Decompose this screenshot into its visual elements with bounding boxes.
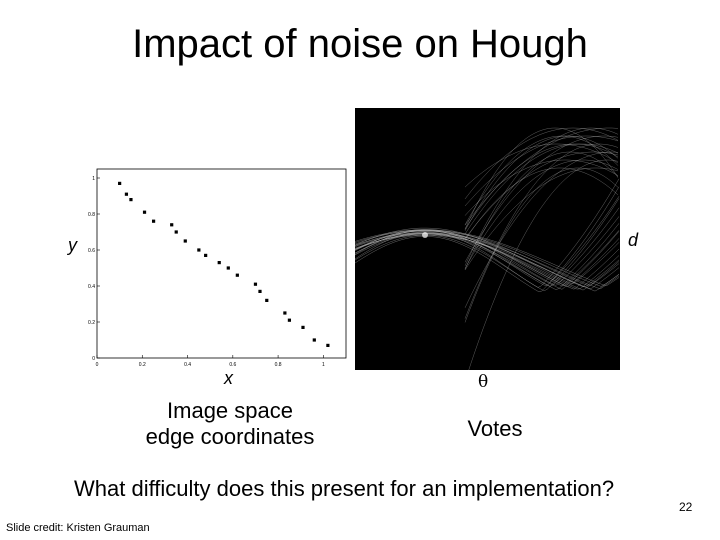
data-point [258,289,262,293]
data-point [151,219,156,223]
y-tick-label: 0.6 [88,248,95,254]
data-point [235,273,239,277]
vote-curve [464,159,619,269]
x-tick-label: 0.4 [184,362,191,368]
data-point [142,210,147,214]
y-axis-label: y [68,235,77,255]
vote-peak [422,232,428,238]
data-point [129,198,133,202]
data-point [287,318,292,322]
vote-curve [355,223,620,290]
vote-curve [355,232,620,289]
vote-curve [464,135,619,231]
vote-curve [464,127,619,200]
plot-frame [96,168,347,359]
votes-caption: Votes [467,416,523,441]
caption-line-2: edge coordinates [145,424,315,449]
vote-curve [464,127,619,226]
slide-credit: Slide credit: Kristen Grauman [6,522,150,534]
data-point [197,248,201,252]
x-axis-label: x [224,368,233,388]
data-point [253,282,258,286]
image-space-caption: Image space edge coordinates [100,398,360,450]
data-point [312,338,316,342]
data-point [283,311,287,315]
vote-curve [355,198,620,292]
vote-curve [464,143,619,188]
data-point [118,181,122,185]
vote-curve [464,143,619,230]
y-tick-label: 0.4 [88,284,95,290]
vote-curve [355,196,620,286]
data-point [326,343,330,347]
y-tick-label: 0.8 [88,212,95,218]
plot-points [118,181,330,347]
page-number: 22 [679,500,693,514]
vote-curves [355,127,620,370]
vote-curve [464,167,619,271]
vote-curve [464,135,619,263]
vote-curve [355,232,620,290]
y-tick-label: 1 [92,176,95,182]
vote-curve [464,127,619,230]
d-axis-label: d [628,230,639,250]
slide-title: Impact of noise on Hough [132,22,588,66]
data-point [174,230,178,234]
vote-curve [464,167,619,241]
data-point [204,253,208,257]
vote-curve [355,232,620,289]
vote-curve [468,159,619,370]
x-tick-label: 0.2 [139,362,146,368]
data-point [124,192,129,196]
image-space-plot: 0 0.2 0.4 0.6 0.8 1 0 0.2 0.4 0.6 0.8 1 [88,168,347,368]
y-tick-label: 0.2 [88,320,95,326]
theta-axis-label: θ [478,372,489,392]
vote-curve [355,230,620,287]
data-point [226,266,230,270]
x-tick-label: 0 [96,362,99,368]
vote-curve [464,151,619,308]
data-point [170,223,174,227]
data-point [217,261,221,265]
question-text: What difficulty does this present for an… [74,476,615,501]
y-tick-label: 0 [92,356,95,362]
hough-votes-image [355,108,620,370]
x-tick-label: 0.8 [275,362,282,368]
vote-curve [464,151,619,239]
x-tick-label: 0.6 [229,362,236,368]
plot-axes: 0 0.2 0.4 0.6 0.8 1 0 0.2 0.4 0.6 0.8 1 [88,168,347,368]
vote-curve [464,135,619,226]
vote-curve [464,151,619,270]
vote-curve [464,167,619,323]
vote-curve [464,159,619,216]
vote-curve [355,186,620,293]
data-point [183,239,187,243]
data-point [301,325,305,329]
x-tick-label: 1 [322,362,325,368]
caption-line-1: Image space [167,398,293,423]
data-point [265,298,269,302]
